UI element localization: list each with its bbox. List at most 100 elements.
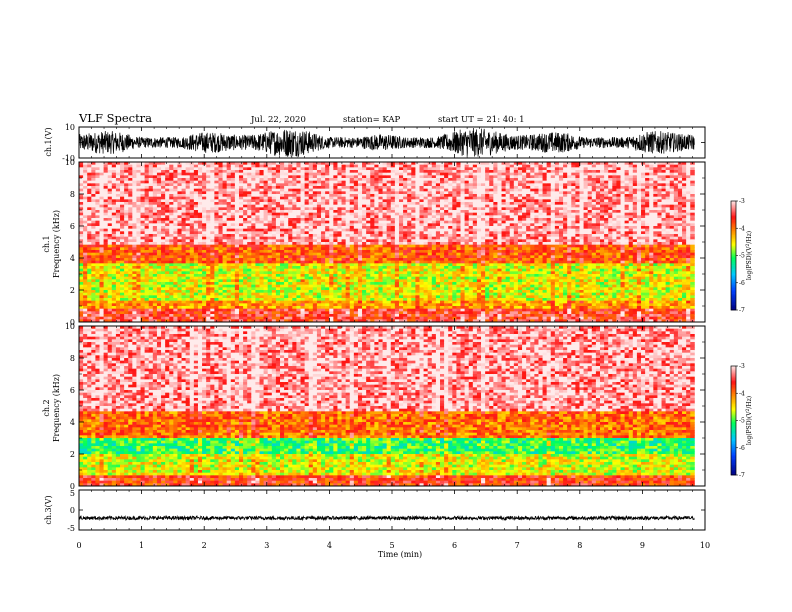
ch1-spectrogram-cell <box>349 244 355 248</box>
ch1-spectrogram-cell <box>300 300 306 304</box>
ch1-spectrogram-cell <box>206 186 211 190</box>
ch1-spectrogram-cell <box>312 266 318 270</box>
ch1-spectrogram-cell <box>99 234 105 238</box>
ch1-spectrogram-cell <box>144 196 150 200</box>
ch1-spectrogram-cell <box>403 290 408 294</box>
ch1-spectrogram-cell <box>271 268 277 272</box>
ch1-spectrogram-cell <box>202 175 207 179</box>
ch1-spectrogram-cell <box>202 303 207 307</box>
ch1-spectrogram-cell <box>329 319 334 323</box>
ch1-spectrogram-cell <box>333 218 338 222</box>
ch1-spectrogram-cell <box>115 194 121 198</box>
ch1-spectrogram-cell <box>284 244 289 248</box>
ch1-spectrogram-cell <box>238 218 244 222</box>
ch1-spectrogram-cell <box>267 255 273 259</box>
ch1-spectrogram-cell <box>189 316 195 320</box>
ch1-spectrogram-cell <box>226 279 232 283</box>
ch1-spectrogram-cell <box>128 282 133 286</box>
ch1-spectrogram-cell <box>386 303 392 307</box>
ch1-spectrogram-cell <box>288 260 293 264</box>
ch1-spectrogram-cell <box>226 191 232 195</box>
ch1-spectrogram-cell <box>152 228 158 232</box>
ch1-spectrogram-cell <box>99 178 105 182</box>
ch1-spectrogram-cell <box>403 218 408 222</box>
ch1-spectrogram-cell <box>156 268 162 272</box>
ch1-spectrogram-cell <box>341 210 347 214</box>
ch1-spectrogram-cell <box>165 218 170 222</box>
ch1-spectrogram-cell <box>345 170 351 174</box>
ch1-spectrogram-cell <box>321 282 326 286</box>
ch1-spectrogram-cell <box>403 292 408 296</box>
ch1-spectrogram-cell <box>79 210 84 214</box>
ch1-spectrogram-cell <box>300 196 306 200</box>
ch1-spectrogram-cell <box>407 202 412 206</box>
ch1-spectrogram-cell <box>292 231 297 235</box>
ch1-spectrogram-cell <box>312 226 318 230</box>
ch1-spectrogram-cell <box>144 314 150 318</box>
ch1-spectrogram-cell <box>251 175 256 179</box>
ch1-spectrogram-cell <box>230 303 236 307</box>
ch1-spectrogram-cell <box>210 202 215 206</box>
ch1-spectrogram-cell <box>333 223 338 227</box>
ch1-spectrogram-cell <box>353 167 359 171</box>
ch1-spectrogram-cell <box>197 228 203 232</box>
ch1-spectrogram-cell <box>353 260 359 264</box>
ch1-spectrogram-cell <box>202 255 207 259</box>
ch1-spectrogram-cell <box>398 292 404 296</box>
ch1-spectrogram-cell <box>374 268 379 272</box>
ch1-spectrogram-cell <box>370 287 375 291</box>
ch1-spectrogram-cell <box>407 164 412 168</box>
ch1-spectrogram-cell <box>214 311 219 315</box>
ch1-spectrogram-cell <box>341 276 347 280</box>
ch1-spectrogram-cell <box>329 178 334 182</box>
ch1-spectrogram-cell <box>243 223 248 227</box>
ch1-spectrogram-cell <box>103 191 109 195</box>
ch1-spectrogram-cell <box>296 311 301 315</box>
ch1-spectrogram-cell <box>230 311 236 315</box>
ch1-spectrogram-cell <box>292 212 297 216</box>
ch1-spectrogram-cell <box>386 186 392 190</box>
ch1-spectrogram-cell <box>132 164 137 168</box>
ch1-spectrogram-cell <box>370 250 375 254</box>
ch1-spectrogram-cell <box>271 319 277 323</box>
ch1-spectrogram-cell <box>83 274 88 278</box>
ch1-spectrogram-cell <box>95 279 100 283</box>
ch1-spectrogram-cell <box>247 215 252 219</box>
ch1-spectrogram-cell <box>370 306 375 310</box>
ch1-spectrogram-cell <box>267 298 273 302</box>
ch1-spectrogram-cell <box>202 186 207 190</box>
ch1-spectrogram-cell <box>407 183 412 187</box>
ch1-spectrogram-cell <box>218 311 223 315</box>
ch1-spectrogram-cell <box>202 164 207 168</box>
ch1-spectrogram-cell <box>280 276 285 280</box>
ch1-spectrogram-cell <box>222 186 228 190</box>
ch1-spectrogram-cell <box>99 191 105 195</box>
ch1-spectrogram-cell <box>169 172 174 176</box>
ch1-spectrogram-cell <box>370 170 375 174</box>
ch1-spectrogram-cell <box>120 268 125 272</box>
ch1-spectrogram-cell <box>140 316 146 320</box>
ch1-spectrogram-cell <box>292 314 297 318</box>
ch1-spectrogram-cell <box>325 234 330 238</box>
ch1-spectrogram-cell <box>214 180 219 184</box>
ch1-spectrogram-cell <box>300 191 306 195</box>
ch1-spectrogram-cell <box>79 279 84 283</box>
ch1-spectrogram-cell <box>280 164 285 168</box>
ch1-spectrogram-cell <box>243 178 248 182</box>
ch1-spectrogram-cell <box>218 258 223 262</box>
ch1-spectrogram-cell <box>255 162 260 166</box>
ch1-spectrogram-cell <box>288 162 293 166</box>
ch1-spectrogram-cell <box>79 287 84 291</box>
ch1-spectrogram-cell <box>366 162 371 166</box>
ch1-spectrogram-cell <box>107 236 113 240</box>
ch1-spectrogram-cell <box>288 199 293 203</box>
ch1-spectrogram-cell <box>292 167 297 171</box>
ch1-spectrogram-cell <box>91 186 96 190</box>
ch1-spectrogram-cell <box>189 170 195 174</box>
ch1-spectrogram-cell <box>152 258 158 262</box>
ch1-spectrogram-cell <box>370 196 375 200</box>
ch1-spectrogram-cell <box>136 228 141 232</box>
ch1-spectrogram-cell <box>267 282 273 286</box>
ch1-spectrogram-cell <box>370 186 375 190</box>
ch1-spectrogram-cell <box>173 308 178 312</box>
